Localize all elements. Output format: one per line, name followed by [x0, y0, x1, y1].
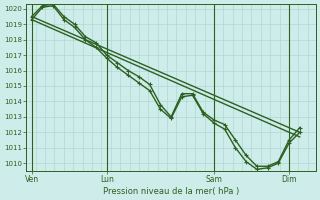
X-axis label: Pression niveau de la mer( hPa ): Pression niveau de la mer( hPa )	[103, 187, 239, 196]
